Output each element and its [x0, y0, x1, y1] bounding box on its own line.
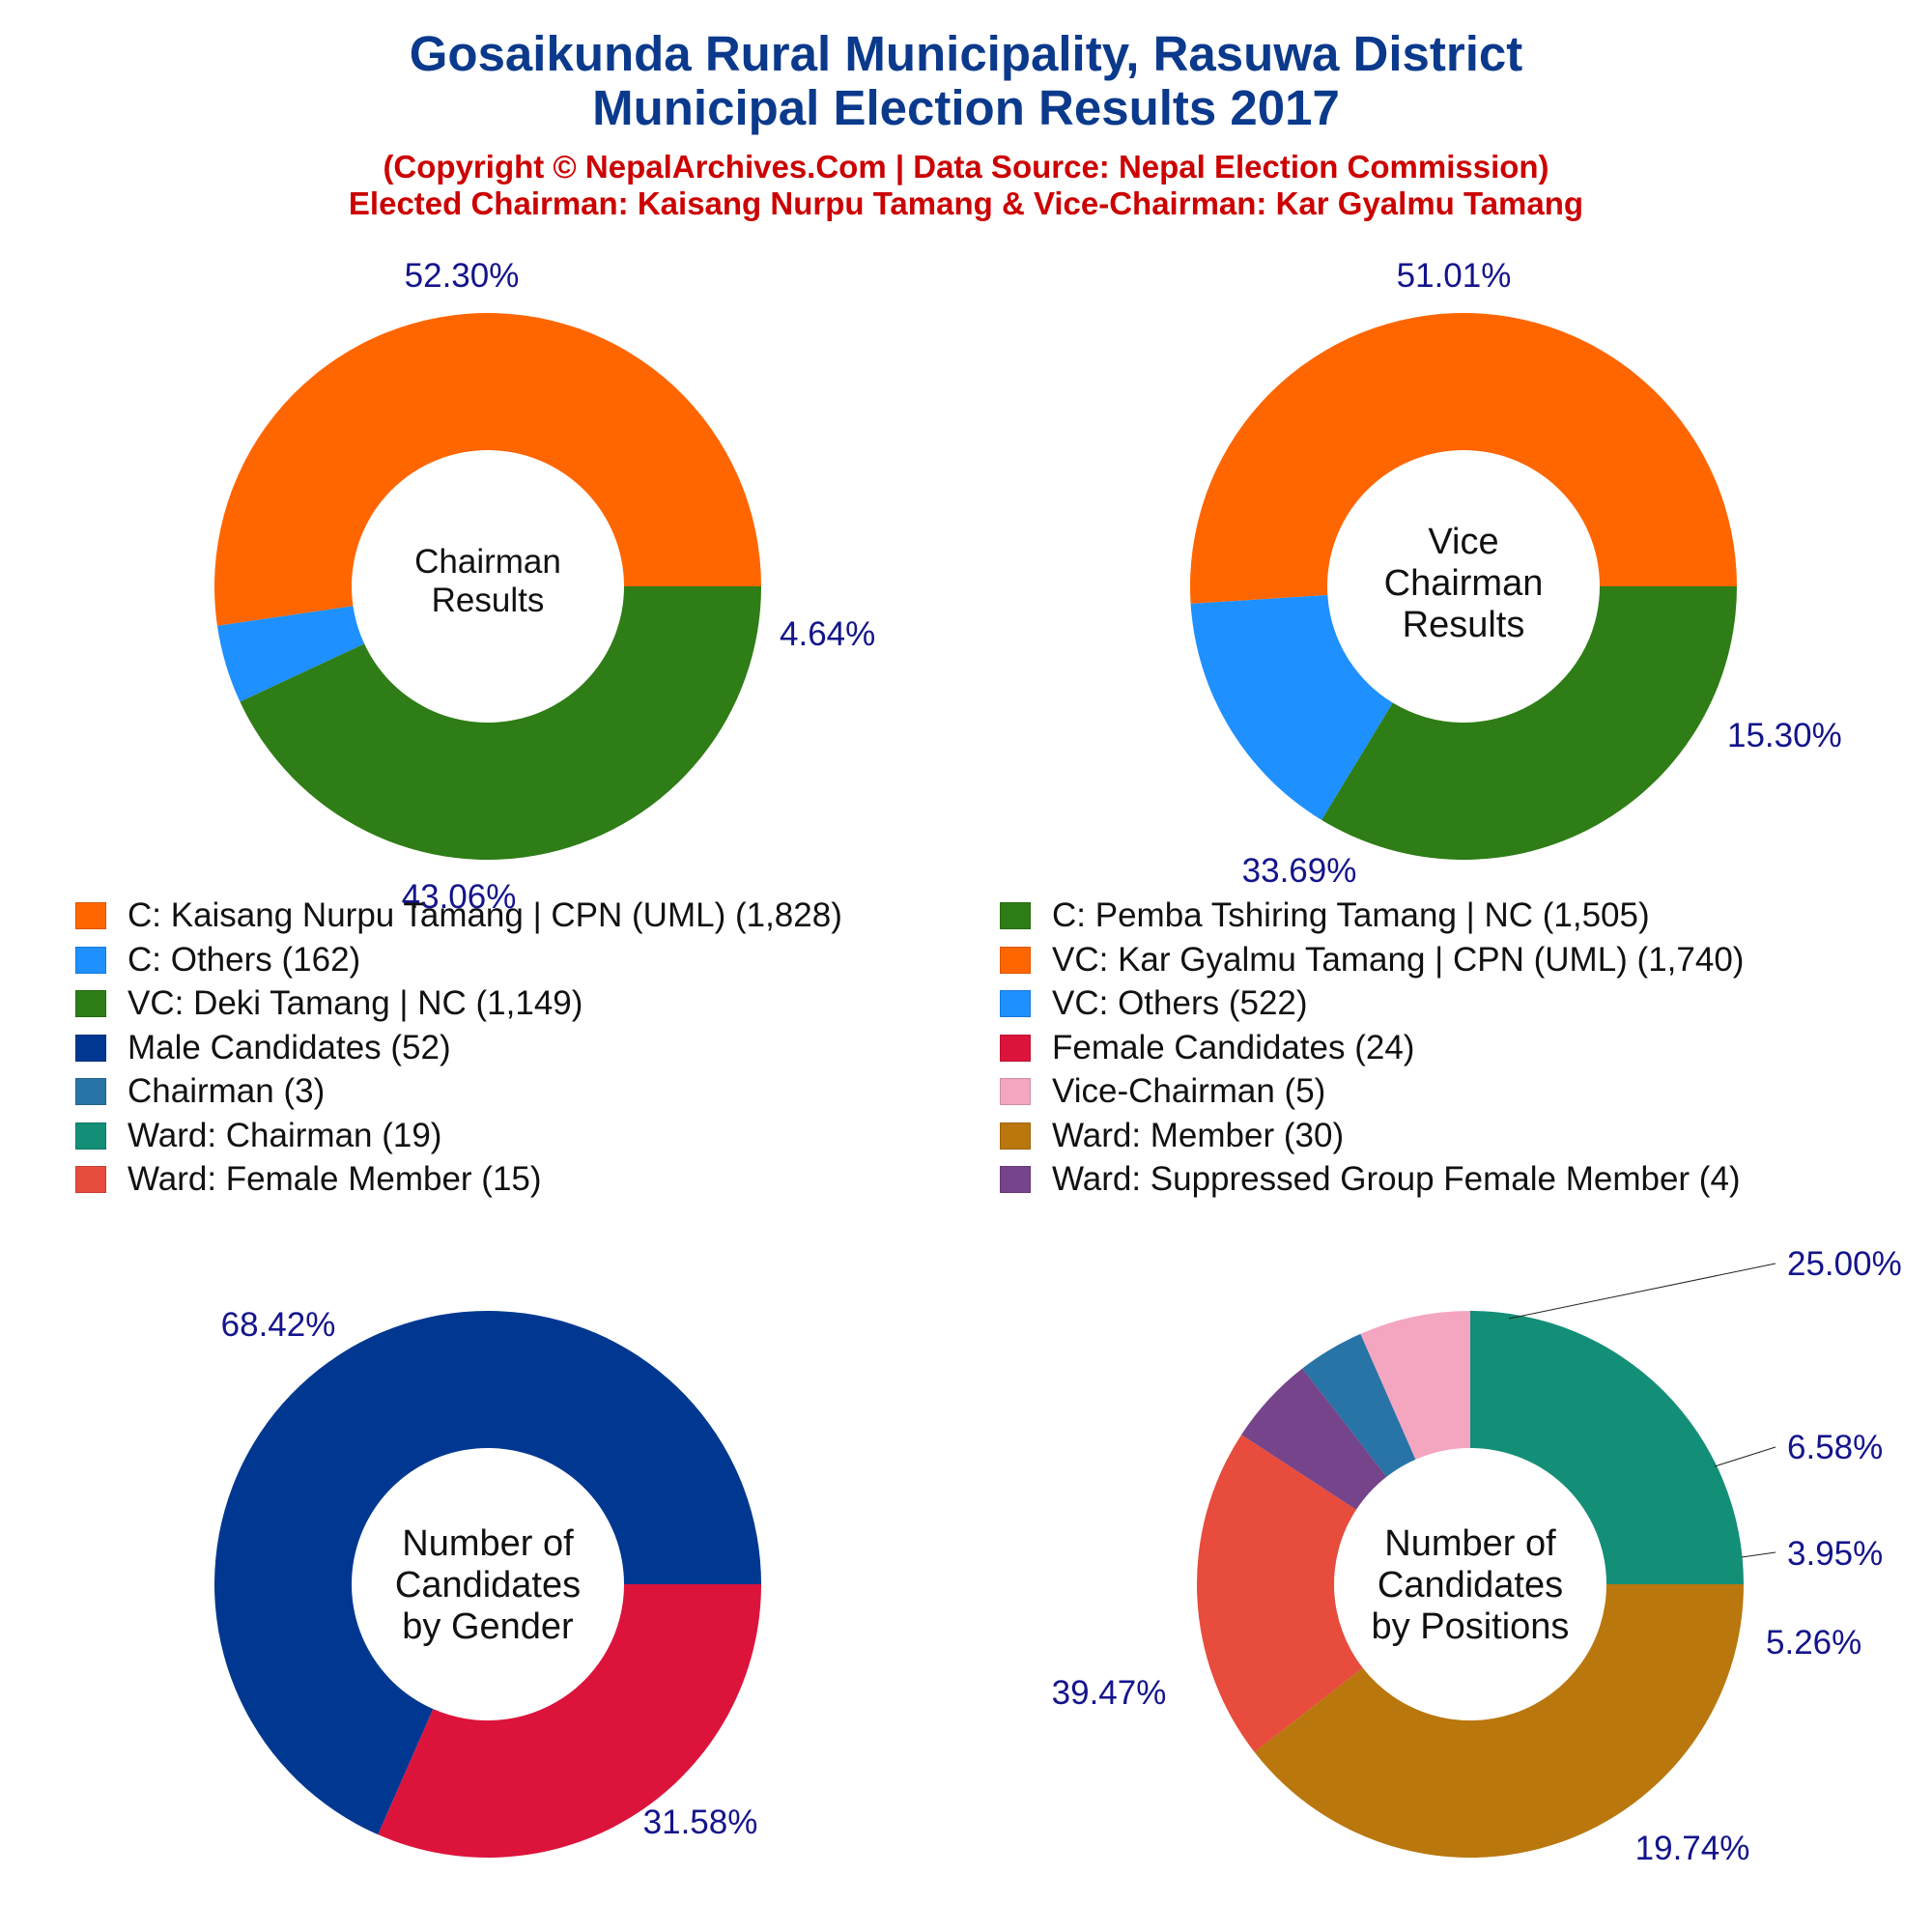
donut-center-label: Candidates	[395, 1565, 581, 1605]
slice-percent-label: 39.47%	[1052, 1674, 1167, 1712]
donut-center-label: by Positions	[1372, 1606, 1570, 1647]
legend-item: Ward: Member (30)	[1000, 1115, 1344, 1157]
legend-label: VC: Kar Gyalmu Tamang | CPN (UML) (1,740…	[1052, 940, 1745, 979]
donut-center-label: Candidates	[1378, 1565, 1563, 1605]
donut-slice	[214, 312, 762, 626]
legend-label: Ward: Female Member (15)	[128, 1160, 542, 1198]
donut-slice	[1241, 1368, 1387, 1510]
slice-percent-label: 6.58%	[1787, 1429, 1883, 1466]
slice-percent-label: 68.42%	[221, 1306, 336, 1344]
donut-slice	[1190, 594, 1393, 820]
legend-swatch	[75, 1166, 106, 1193]
donut-slice	[1360, 1311, 1470, 1460]
donut-slice	[1321, 586, 1737, 860]
donut-center-label: Vice	[1428, 522, 1498, 562]
legend-label: C: Pemba Tshiring Tamang | NC (1,505)	[1052, 896, 1650, 934]
slice-percent-label: 51.01%	[1397, 257, 1512, 295]
donut-slice	[214, 1311, 762, 1835]
legend-label: C: Others (162)	[128, 940, 361, 979]
legend-label: Ward: Member (30)	[1052, 1116, 1345, 1154]
legend-item: Female Candidates (24)	[1000, 1027, 1414, 1069]
donut-slice	[216, 606, 365, 702]
donut-slice	[378, 1584, 761, 1858]
slice-percent-label: 3.95%	[1787, 1535, 1883, 1573]
donut-slice	[240, 586, 762, 860]
legend-swatch	[1000, 1166, 1031, 1193]
legend-item: VC: Deki Tamang | NC (1,149)	[75, 982, 582, 1025]
legend-swatch	[75, 946, 106, 974]
donut-center-label: by Gender	[402, 1606, 574, 1647]
legend-swatch	[1000, 902, 1031, 929]
legend-label: Female Candidates (24)	[1052, 1028, 1415, 1066]
legend-label: Ward: Chairman (19)	[128, 1116, 442, 1154]
legend-item: Ward: Female Member (15)	[75, 1158, 542, 1201]
donut-slice	[1190, 312, 1738, 604]
chart-subtitle-copyright: (Copyright © NepalArchives.Com | Data So…	[383, 149, 1549, 185]
legend-item: C: Pemba Tshiring Tamang | NC (1,505)	[1000, 895, 1650, 937]
slice-percent-label: 15.30%	[1727, 717, 1842, 754]
legend-item: Ward: Suppressed Group Female Member (4)	[1000, 1158, 1741, 1201]
legend-swatch	[75, 990, 106, 1017]
legend-item: Male Candidates (52)	[75, 1027, 451, 1069]
legend-swatch	[1000, 1034, 1031, 1062]
legend-item: VC: Kar Gyalmu Tamang | CPN (UML) (1,740…	[1000, 939, 1744, 981]
legend-label: Chairman (3)	[128, 1072, 326, 1110]
legend-item: VC: Others (522)	[1000, 982, 1308, 1025]
leader-line	[1741, 1551, 1776, 1558]
donut-center-label: Chairman	[1384, 563, 1544, 604]
slice-percent-label: 25.00%	[1787, 1245, 1902, 1283]
donut-slice	[1302, 1333, 1416, 1477]
legend-swatch	[75, 1034, 106, 1062]
legend-swatch	[1000, 1078, 1031, 1105]
donut-center-label: Chairman	[414, 543, 561, 581]
legend-label: Vice-Chairman (5)	[1052, 1072, 1326, 1110]
legend-swatch	[1000, 990, 1031, 1017]
legend-swatch	[1000, 946, 1031, 974]
legend-swatch	[75, 902, 106, 929]
legend-swatch	[75, 1122, 106, 1150]
legend-item: Vice-Chairman (5)	[1000, 1070, 1325, 1113]
legend-label: Ward: Suppressed Group Female Member (4)	[1052, 1160, 1741, 1198]
slice-percent-label: 19.74%	[1635, 1830, 1750, 1867]
legend-label: Male Candidates (52)	[128, 1028, 451, 1066]
donut-chart-4: 25.00% 6.58% 3.95% 5.26% 19.74% 39.47% Number …	[1052, 1245, 1902, 1867]
slice-percent-label: 43.06%	[402, 878, 517, 916]
donut-center-label: Number of	[402, 1523, 574, 1564]
donut-slice	[1197, 1435, 1363, 1752]
chart-title-line1: Gosaikunda Rural Municipality, Rasuwa Di…	[409, 26, 1523, 81]
slice-percent-label: 5.26%	[1766, 1624, 1861, 1662]
chart-subtitle-elected: Elected Chairman: Kaisang Nurpu Tamang &…	[348, 185, 1584, 221]
leader-line	[1714, 1446, 1776, 1467]
legend-label: VC: Deki Tamang | NC (1,149)	[128, 984, 583, 1022]
legend-swatch	[75, 1078, 106, 1105]
leader-line	[1508, 1263, 1776, 1320]
donut-slice	[1470, 1311, 1744, 1584]
legend-label: C: Kaisang Nurpu Tamang | CPN (UML) (1,8…	[128, 896, 842, 934]
legend-item: C: Kaisang Nurpu Tamang | CPN (UML) (1,8…	[75, 895, 842, 937]
slice-percent-label: 31.58%	[643, 1804, 758, 1841]
donut-center-label: Number of	[1384, 1523, 1556, 1564]
legend-item: C: Others (162)	[75, 939, 360, 981]
slice-percent-label: 33.69%	[1242, 852, 1357, 890]
donut-center-label: Results	[432, 582, 545, 619]
slice-percent-label: 4.64%	[780, 615, 875, 653]
legend-label: VC: Others (522)	[1052, 984, 1308, 1022]
legend-item: Chairman (3)	[75, 1070, 325, 1113]
legend-item: Ward: Chairman (19)	[75, 1115, 441, 1157]
donut-center-label: Results	[1403, 605, 1525, 645]
donut-slice	[1254, 1584, 1744, 1859]
legend-swatch	[1000, 1122, 1031, 1150]
slice-percent-label: 52.30%	[405, 257, 520, 295]
chart-title-line2: Municipal Election Results 2017	[592, 80, 1340, 135]
